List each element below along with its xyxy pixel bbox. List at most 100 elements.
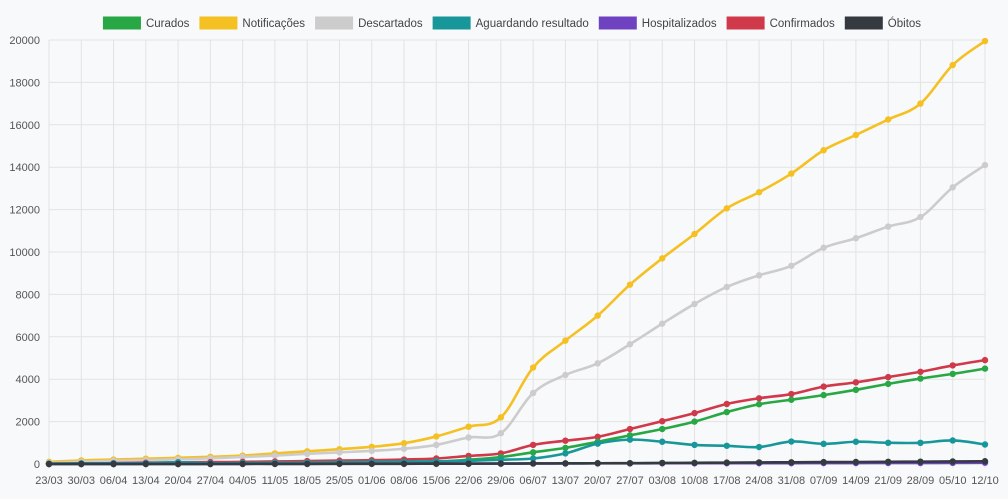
data-point[interactable] (304, 450, 311, 458)
legend-item-hospitalizados[interactable]: Hospitalizados (598, 16, 717, 31)
data-point[interactable] (691, 300, 698, 308)
data-point[interactable] (755, 272, 763, 279)
data-point[interactable] (949, 184, 956, 191)
data-point[interactable] (304, 460, 311, 468)
data-point[interactable] (723, 400, 730, 408)
data-point[interactable] (852, 438, 860, 445)
data-point[interactable] (820, 383, 827, 390)
data-point[interactable] (949, 437, 956, 444)
data-point[interactable] (884, 380, 892, 388)
data-point[interactable] (239, 460, 246, 468)
data-point[interactable] (465, 460, 472, 467)
data-point[interactable] (626, 341, 634, 348)
data-point[interactable] (368, 447, 375, 455)
data-point[interactable] (271, 452, 279, 459)
data-point[interactable] (981, 37, 989, 45)
data-point[interactable] (562, 460, 569, 467)
data-point[interactable] (562, 337, 569, 344)
data-point[interactable] (336, 460, 343, 467)
data-point[interactable] (755, 395, 763, 402)
data-point[interactable] (45, 460, 53, 468)
data-point[interactable] (529, 449, 537, 456)
data-point[interactable] (659, 417, 666, 425)
data-point[interactable] (755, 401, 763, 408)
legend-item-obitos[interactable]: Óbitos (844, 16, 921, 31)
data-point[interactable] (142, 460, 150, 468)
data-point[interactable] (400, 440, 408, 447)
data-point[interactable] (659, 425, 666, 433)
data-point[interactable] (723, 408, 730, 416)
data-point[interactable] (110, 460, 117, 468)
data-point[interactable] (529, 364, 537, 371)
data-point[interactable] (788, 390, 795, 398)
data-point[interactable] (336, 449, 343, 456)
data-point[interactable] (820, 391, 827, 399)
data-point[interactable] (820, 440, 827, 448)
data-point[interactable] (981, 356, 989, 364)
data-point[interactable] (788, 438, 795, 445)
legend-item-notificacoes[interactable]: Notificações (199, 16, 305, 31)
data-point[interactable] (723, 283, 730, 291)
data-point[interactable] (723, 205, 730, 212)
data-point[interactable] (723, 459, 730, 466)
data-point[interactable] (691, 459, 698, 467)
data-point[interactable] (562, 437, 569, 444)
data-point[interactable] (594, 440, 601, 447)
data-point[interactable] (788, 396, 795, 403)
data-point[interactable] (659, 255, 666, 262)
data-point[interactable] (852, 458, 860, 466)
legend-item-confirmados[interactable]: Confirmados (726, 16, 835, 31)
data-point[interactable] (917, 368, 924, 375)
data-point[interactable] (981, 161, 989, 169)
data-point[interactable] (755, 459, 763, 466)
data-point[interactable] (626, 459, 634, 467)
data-point[interactable] (820, 458, 827, 466)
data-point[interactable] (852, 131, 860, 139)
data-point[interactable] (562, 371, 569, 379)
data-point[interactable] (788, 459, 795, 466)
legend-item-curados[interactable]: Curados (102, 16, 190, 31)
data-point[interactable] (626, 436, 634, 443)
data-point[interactable] (465, 434, 472, 441)
data-point[interactable] (562, 450, 569, 457)
data-point[interactable] (497, 460, 505, 467)
data-point[interactable] (626, 281, 634, 288)
data-point[interactable] (820, 147, 827, 154)
data-point[interactable] (659, 459, 666, 467)
data-point[interactable] (949, 370, 956, 378)
data-point[interactable] (529, 455, 537, 462)
data-point[interactable] (755, 189, 763, 196)
data-point[interactable] (755, 443, 763, 451)
data-point[interactable] (659, 320, 666, 327)
data-point[interactable] (691, 409, 698, 417)
data-point[interactable] (400, 445, 408, 452)
data-point[interactable] (529, 389, 537, 397)
data-point[interactable] (949, 362, 956, 369)
data-point[interactable] (917, 100, 924, 107)
data-point[interactable] (465, 423, 472, 430)
data-point[interactable] (691, 230, 698, 238)
data-point[interactable] (949, 61, 956, 69)
data-point[interactable] (691, 418, 698, 425)
data-point[interactable] (788, 262, 795, 269)
data-point[interactable] (852, 235, 860, 242)
data-point[interactable] (529, 441, 537, 449)
data-point[interactable] (884, 223, 892, 230)
data-point[interactable] (594, 360, 601, 367)
data-point[interactable] (497, 430, 505, 437)
data-point[interactable] (981, 441, 989, 448)
data-point[interactable] (981, 365, 989, 372)
data-point[interactable] (529, 460, 537, 467)
data-point[interactable] (981, 458, 989, 465)
data-point[interactable] (626, 425, 634, 433)
legend-item-aguardando-resultado[interactable]: Aguardando resultado (432, 16, 589, 31)
data-point[interactable] (917, 439, 924, 446)
data-point[interactable] (691, 441, 698, 449)
legend[interactable]: Curados Notificações Descartados Aguardando… (102, 16, 921, 31)
data-point[interactable] (497, 414, 505, 421)
data-point[interactable] (852, 379, 860, 386)
data-point[interactable] (917, 213, 924, 221)
data-point[interactable] (917, 375, 924, 382)
data-point[interactable] (884, 116, 892, 123)
data-point[interactable] (433, 433, 440, 440)
